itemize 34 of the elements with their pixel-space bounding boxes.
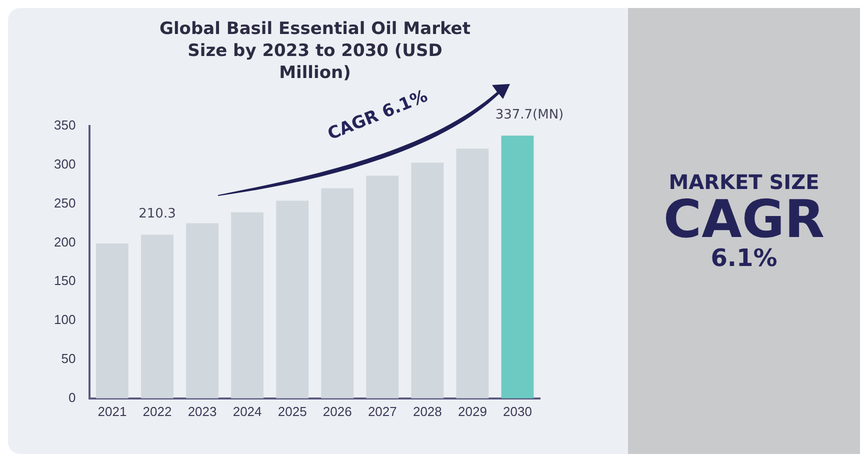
x-tick-label: 2027 (368, 404, 397, 419)
x-tick-label: 2028 (412, 404, 442, 419)
bar (366, 176, 399, 398)
y-tick-label: 300 (54, 156, 76, 172)
x-tick-label: 2026 (322, 404, 352, 419)
x-tick-label: 2021 (98, 404, 127, 419)
y-tick-label: 50 (61, 351, 76, 366)
bar (411, 162, 444, 398)
data-label: 337.7(MN) (495, 107, 564, 122)
y-tick-label: 200 (54, 234, 76, 250)
bar (501, 136, 534, 398)
y-tick-label: 0 (68, 390, 76, 405)
bar (186, 223, 218, 398)
bar (141, 234, 174, 398)
x-tick-label: 2025 (278, 404, 307, 419)
y-tick-label: 150 (54, 273, 76, 288)
text: 6.1% (710, 244, 778, 272)
bar (321, 188, 354, 398)
x-tick-label: 2029 (458, 404, 487, 419)
y-tick-label: 350 (54, 118, 76, 133)
x-tick-label: 2022 (142, 404, 172, 419)
bar (96, 244, 128, 398)
data-label: 210.3 (138, 206, 176, 222)
bar (456, 148, 489, 398)
annotation: CAGR 6.1% (325, 86, 431, 145)
y-tick-label: 100 (54, 312, 76, 328)
x-tick-label: 2024 (232, 404, 262, 419)
x-tick-label: 2030 (503, 404, 532, 419)
y-tick-label: 250 (54, 195, 76, 210)
text: MARKET SIZE (668, 170, 820, 194)
bar (276, 200, 309, 398)
bar (231, 212, 264, 398)
chart-title: Global Basil Essential Oil Market Size by 2023 to 2030 (USD Million) (158, 18, 472, 84)
x-tick-label: 2023 (188, 404, 217, 419)
